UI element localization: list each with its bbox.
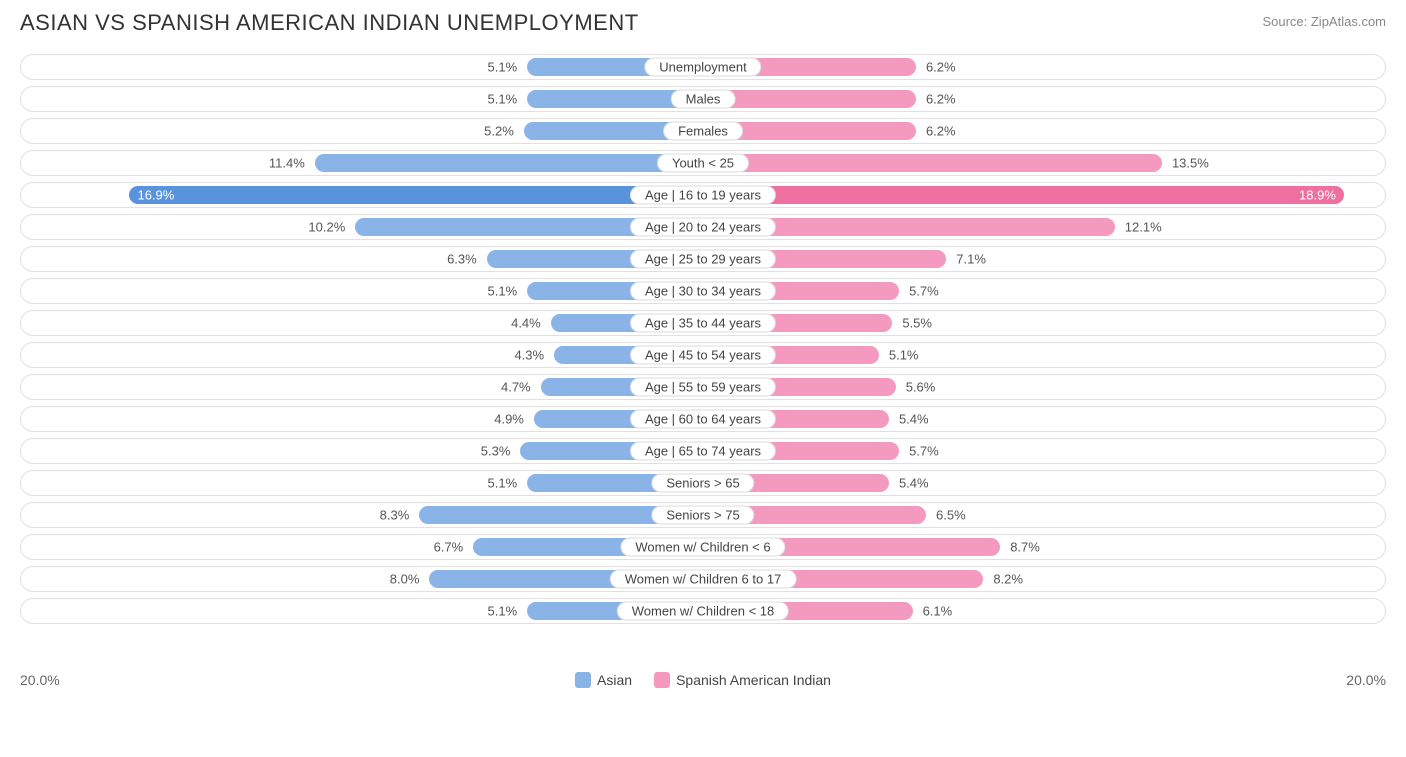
value-label-left: 5.3% (481, 444, 521, 459)
axis-max-left: 20.0% (20, 672, 60, 688)
value-label-right: 6.5% (926, 508, 966, 523)
chart-row: 4.7% 5.6% Age | 55 to 59 years (20, 374, 1386, 400)
value-label-left: 5.1% (488, 92, 528, 107)
value-label-right: 8.2% (983, 572, 1023, 587)
value-label-right: 8.7% (1000, 540, 1040, 555)
value-label-right: 13.5% (1162, 156, 1209, 171)
category-label: Unemployment (644, 58, 761, 77)
category-label: Women w/ Children 6 to 17 (610, 570, 797, 589)
value-label-left: 4.4% (511, 316, 551, 331)
category-label: Women w/ Children < 6 (620, 538, 785, 557)
legend-label: Asian (597, 672, 632, 688)
category-label: Age | 45 to 54 years (630, 346, 776, 365)
category-label: Males (671, 90, 736, 109)
legend-swatch-icon (654, 672, 670, 688)
value-label-right: 5.1% (879, 348, 919, 363)
chart-header: ASIAN VS SPANISH AMERICAN INDIAN UNEMPLO… (20, 10, 1386, 36)
chart-row: 5.1% 6.2% Unemployment (20, 54, 1386, 80)
value-label-right: 5.7% (899, 284, 939, 299)
chart-source: Source: ZipAtlas.com (1262, 14, 1386, 29)
value-label-right: 18.9% (1299, 188, 1336, 203)
value-label-left: 6.7% (434, 540, 474, 555)
chart-row: 16.9% 18.9% Age | 16 to 19 years (20, 182, 1386, 208)
chart-row: 5.1% 6.1% Women w/ Children < 18 (20, 598, 1386, 624)
value-label-right: 5.7% (899, 444, 939, 459)
chart-title: ASIAN VS SPANISH AMERICAN INDIAN UNEMPLO… (20, 10, 639, 36)
category-label: Age | 20 to 24 years (630, 218, 776, 237)
chart-axis-footer: 20.0% Asian Spanish American Indian 20.0… (20, 672, 1386, 688)
value-label-right: 6.2% (916, 124, 956, 139)
category-label: Seniors > 65 (651, 474, 754, 493)
bar-left: 16.9% (129, 186, 699, 204)
value-label-right: 7.1% (946, 252, 986, 267)
chart-row: 4.3% 5.1% Age | 45 to 54 years (20, 342, 1386, 368)
category-label: Age | 35 to 44 years (630, 314, 776, 333)
legend-item-right: Spanish American Indian (654, 672, 831, 688)
value-label-right: 5.4% (889, 476, 929, 491)
chart-row: 10.2% 12.1% Age | 20 to 24 years (20, 214, 1386, 240)
chart-row: 8.3% 6.5% Seniors > 75 (20, 502, 1386, 528)
legend-swatch-icon (575, 672, 591, 688)
category-label: Women w/ Children < 18 (617, 602, 789, 621)
category-label: Age | 55 to 59 years (630, 378, 776, 397)
chart-row: 8.0% 8.2% Women w/ Children 6 to 17 (20, 566, 1386, 592)
chart-row: 5.2% 6.2% Females (20, 118, 1386, 144)
chart-row: 5.3% 5.7% Age | 65 to 74 years (20, 438, 1386, 464)
bar-right: 18.9% (707, 186, 1344, 204)
category-label: Age | 16 to 19 years (630, 186, 776, 205)
bar-right: 13.5% (707, 154, 1162, 172)
category-label: Seniors > 75 (651, 506, 754, 525)
chart-row: 4.9% 5.4% Age | 60 to 64 years (20, 406, 1386, 432)
value-label-left: 5.1% (488, 604, 528, 619)
value-label-left: 5.1% (488, 476, 528, 491)
legend-label: Spanish American Indian (676, 672, 831, 688)
value-label-right: 6.1% (913, 604, 953, 619)
value-label-right: 6.2% (916, 60, 956, 75)
value-label-right: 12.1% (1115, 220, 1162, 235)
value-label-left: 11.4% (269, 156, 315, 171)
bar-right: 6.2% (707, 90, 916, 108)
chart-row: 6.7% 8.7% Women w/ Children < 6 (20, 534, 1386, 560)
chart-row: 5.1% 5.7% Age | 30 to 34 years (20, 278, 1386, 304)
category-label: Females (663, 122, 743, 141)
chart-row: 6.3% 7.1% Age | 25 to 29 years (20, 246, 1386, 272)
category-label: Age | 65 to 74 years (630, 442, 776, 461)
value-label-right: 5.5% (892, 316, 932, 331)
category-label: Youth < 25 (657, 154, 749, 173)
category-label: Age | 25 to 29 years (630, 250, 776, 269)
value-label-left: 4.9% (494, 412, 534, 427)
value-label-left: 5.2% (484, 124, 524, 139)
axis-max-right: 20.0% (1346, 672, 1386, 688)
value-label-right: 5.4% (889, 412, 929, 427)
value-label-left: 8.3% (380, 508, 420, 523)
chart-row: 5.1% 5.4% Seniors > 65 (20, 470, 1386, 496)
chart-row: 11.4%13.5%Youth < 25 (20, 150, 1386, 176)
butterfly-chart: 5.1%6.2%Unemployment5.1%6.2%Males5.2%6.2… (20, 54, 1386, 664)
value-label-left: 4.3% (514, 348, 554, 363)
value-label-left: 4.7% (501, 380, 541, 395)
chart-legend: Asian Spanish American Indian (575, 672, 831, 688)
value-label-right: 6.2% (916, 92, 956, 107)
category-label: Age | 30 to 34 years (630, 282, 776, 301)
value-label-left: 8.0% (390, 572, 430, 587)
chart-row: 4.4% 5.5% Age | 35 to 44 years (20, 310, 1386, 336)
category-label: Age | 60 to 64 years (630, 410, 776, 429)
chart-row: 5.1%6.2%Males (20, 86, 1386, 112)
value-label-left: 5.1% (488, 284, 528, 299)
legend-item-left: Asian (575, 672, 632, 688)
value-label-left: 10.2% (308, 220, 355, 235)
value-label-left: 16.9% (137, 188, 174, 203)
value-label-right: 5.6% (896, 380, 936, 395)
bar-left: 11.4% (315, 154, 699, 172)
value-label-left: 6.3% (447, 252, 487, 267)
value-label-left: 5.1% (488, 60, 528, 75)
